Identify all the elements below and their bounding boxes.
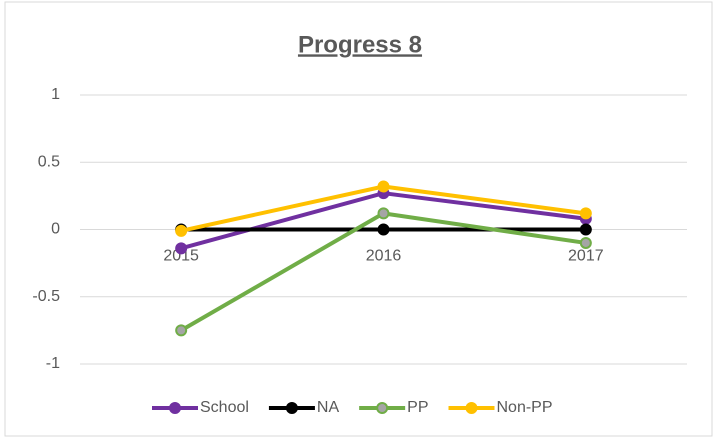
y-tick-label: -0.5 (32, 288, 60, 305)
legend-marker (169, 402, 181, 414)
legend-item: Non-PP (448, 399, 553, 416)
legend-label: Non-PP (497, 399, 553, 416)
data-point (579, 207, 592, 220)
legend-label: NA (317, 399, 340, 416)
chart-frame (4, 1, 713, 437)
legend-item: School (152, 399, 249, 416)
x-tick-label: 2016 (366, 248, 402, 265)
data-point (377, 180, 390, 193)
legend-label: PP (407, 399, 428, 416)
x-tick-label: 2015 (163, 248, 199, 265)
chart-title: Progress 8 (298, 31, 422, 58)
legend-label: School (200, 399, 249, 416)
y-tick-label: 0 (51, 221, 60, 238)
legend-item: PP (359, 399, 429, 416)
y-tick-label: -1 (46, 355, 60, 372)
data-point (175, 242, 188, 255)
data-point (175, 224, 188, 237)
y-tick-label: 0.5 (38, 153, 60, 170)
data-point (377, 207, 390, 220)
y-tick-label: 1 (51, 86, 60, 103)
data-point (175, 324, 188, 337)
data-point (579, 236, 592, 249)
legend-marker (285, 402, 298, 414)
data-point (579, 223, 592, 236)
data-point (377, 223, 390, 236)
legend-marker (376, 402, 389, 414)
x-tick-label: 2017 (568, 248, 604, 265)
legend-marker (465, 402, 478, 414)
legend-item: NA (268, 399, 340, 416)
